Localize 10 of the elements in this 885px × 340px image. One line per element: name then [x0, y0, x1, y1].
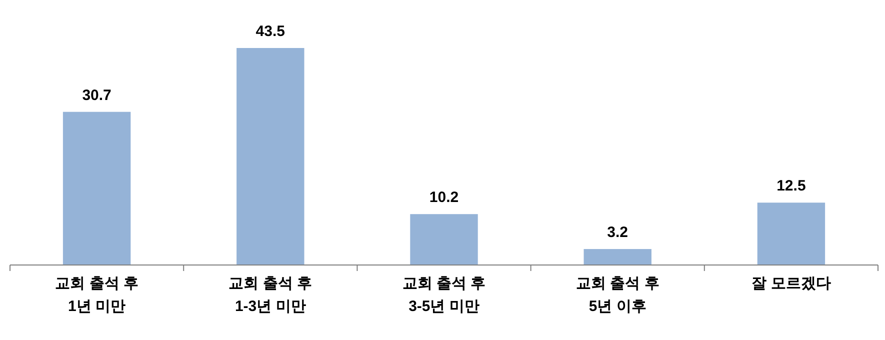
- data-label: 10.2: [429, 189, 459, 206]
- data-label: 30.7: [82, 86, 112, 104]
- x-tick-label: 잘 모르겠다: [752, 275, 831, 292]
- data-label: 3.2: [607, 224, 628, 242]
- x-tick-label: 교회 출석 후 1년 미만: [55, 275, 138, 315]
- data-label: 43.5: [256, 23, 285, 40]
- x-tick-label: 교회 출석 후 5년 이후: [576, 275, 660, 315]
- x-tick-label: 교회 출석 후 1-3년 미만: [228, 275, 312, 315]
- x-tick-label: 교회 출석 후 3-5년 미만: [402, 275, 486, 315]
- data-label: 12.5: [776, 178, 806, 195]
